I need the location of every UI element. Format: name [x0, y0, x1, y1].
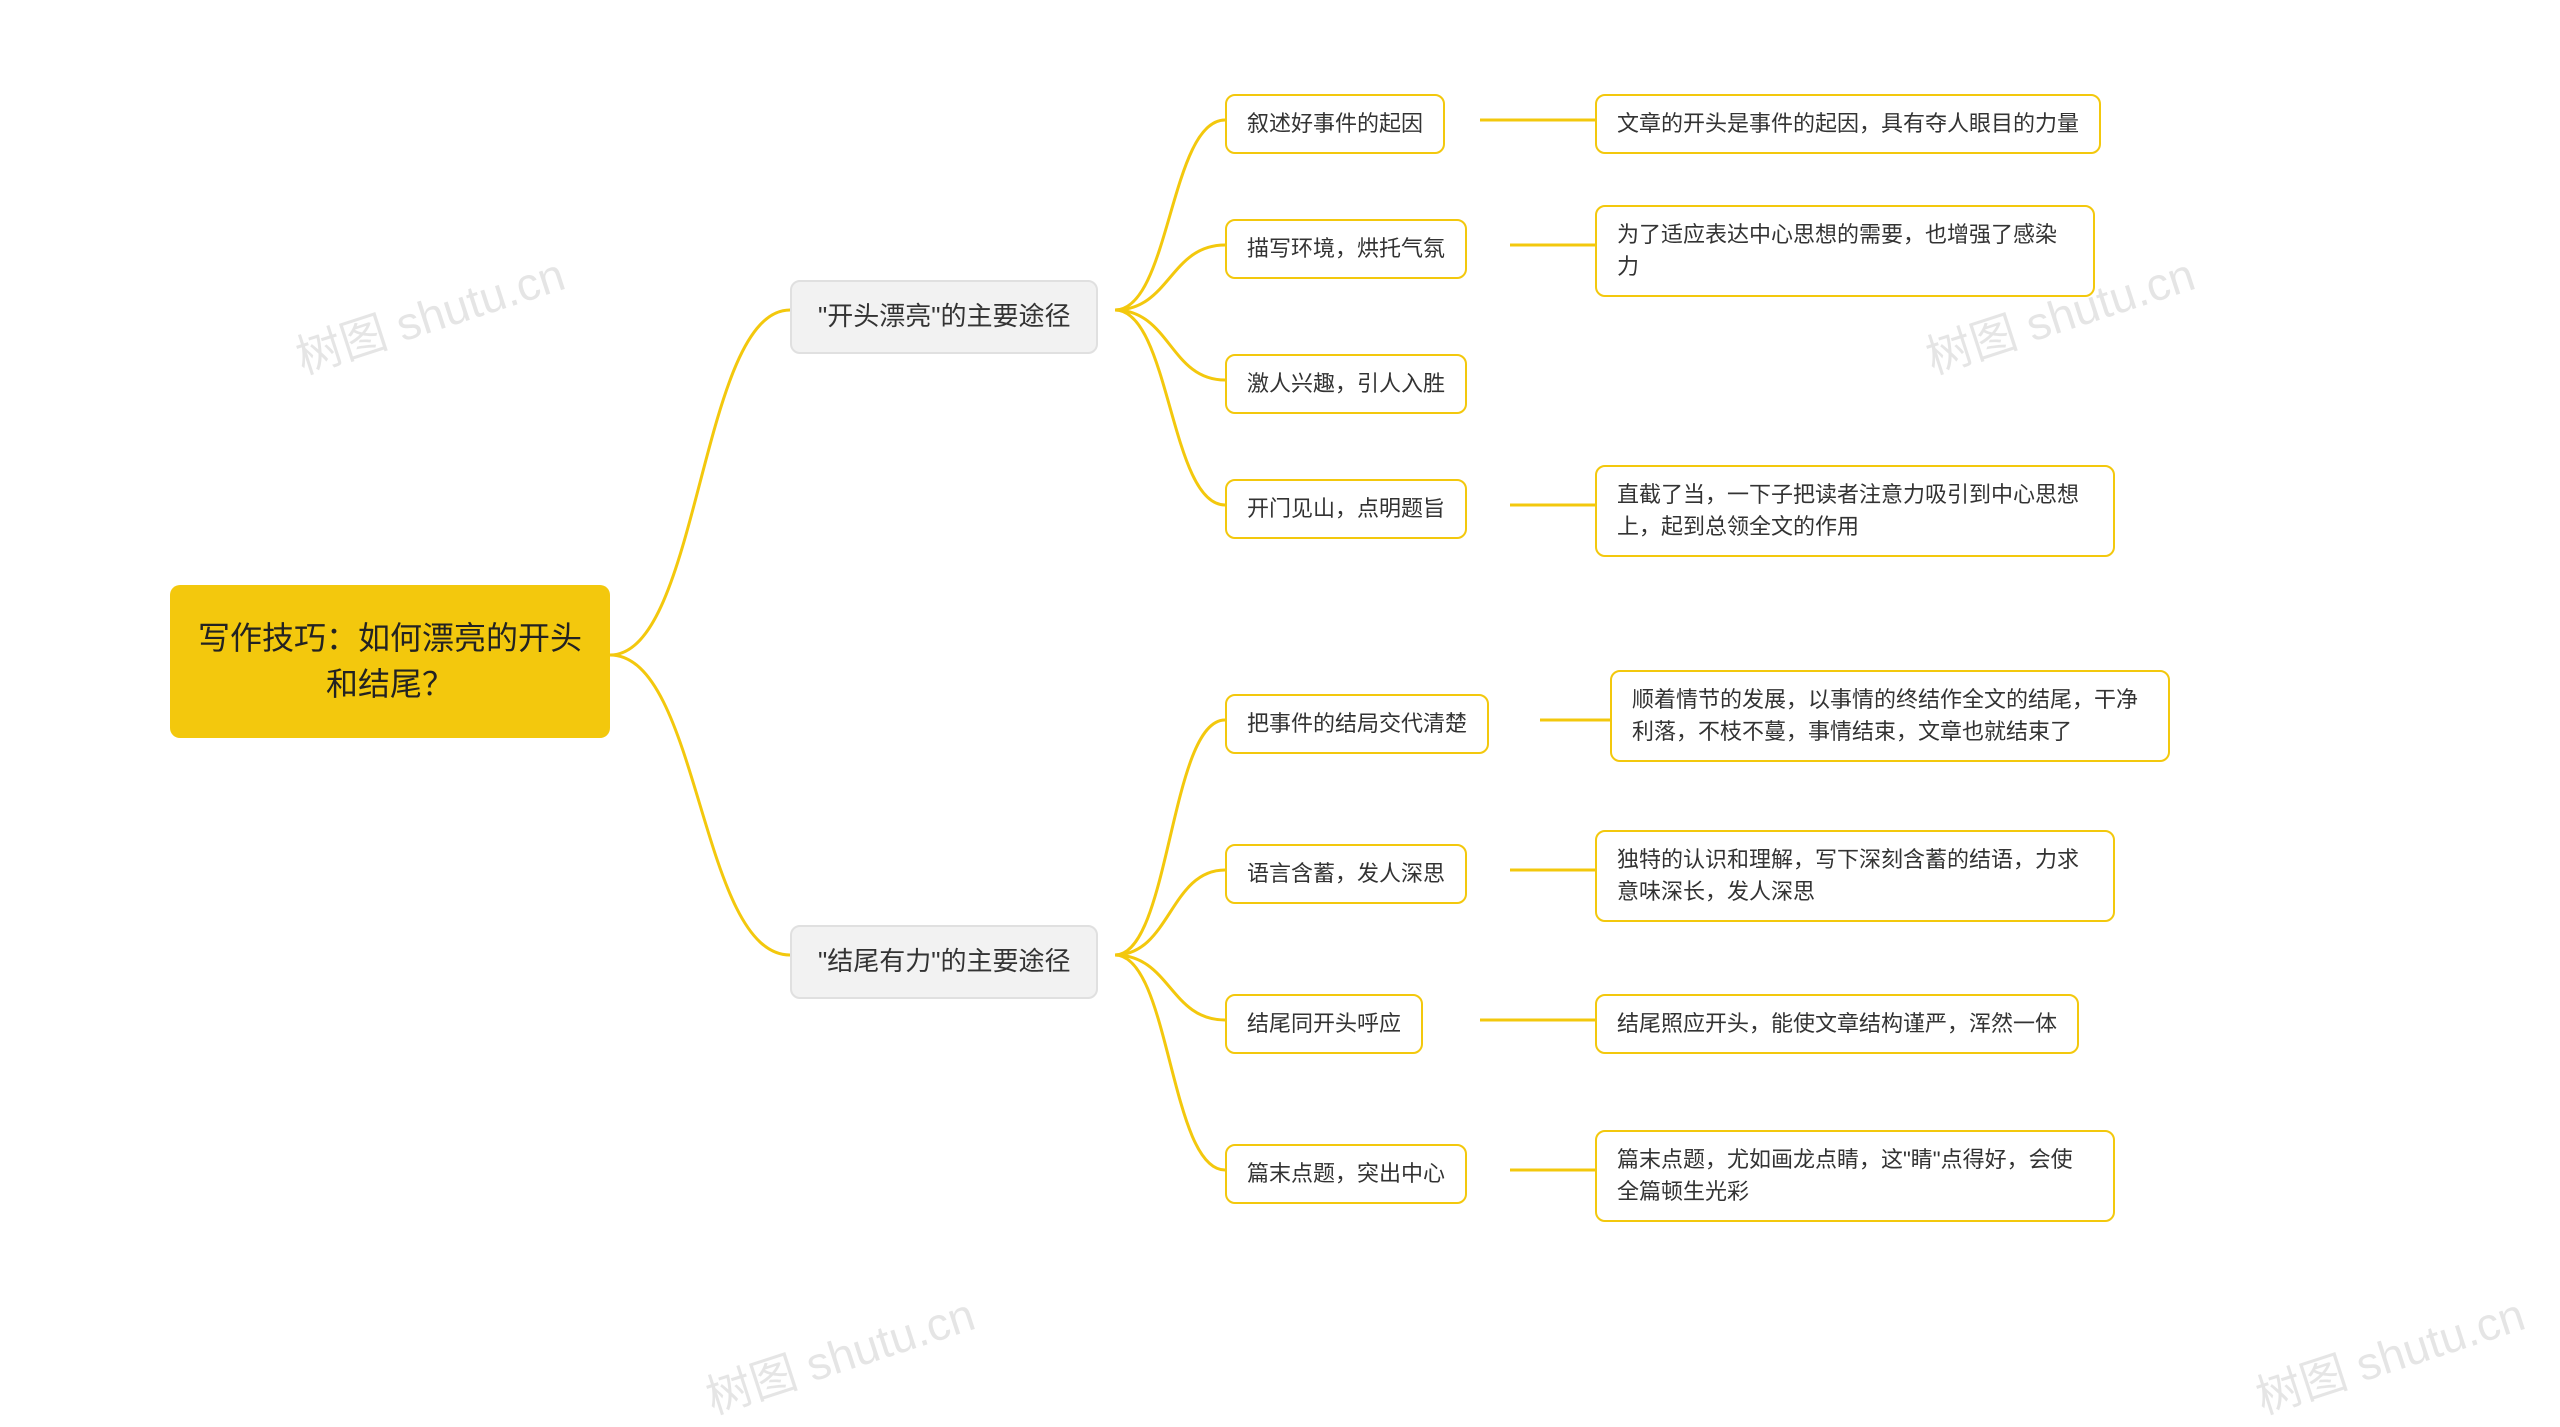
leaf-opening-0: 叙述好事件的起因 [1225, 94, 1445, 154]
leaf-ending-1: 语言含蓄，发人深思 [1225, 844, 1467, 904]
leaf-ending-0: 把事件的结局交代清楚 [1225, 694, 1489, 754]
leaf-opening-3: 开门见山，点明题旨 [1225, 479, 1467, 539]
leaf-ending-2-detail: 结尾照应开头，能使文章结构谨严，浑然一体 [1595, 994, 2079, 1054]
watermark: 树图 shutu.cn [287, 239, 572, 388]
leaf-ending-2: 结尾同开头呼应 [1225, 994, 1423, 1054]
leaf-label: 把事件的结局交代清楚 [1247, 708, 1467, 740]
root-node: 写作技巧：如何漂亮的开头和结尾？ [170, 585, 610, 738]
leaf-detail: 直截了当，一下子把读者注意力吸引到中心思想上，起到总领全文的作用 [1617, 479, 2093, 543]
leaf-label: 开门见山，点明题旨 [1247, 493, 1445, 525]
leaf-label: 语言含蓄，发人深思 [1247, 858, 1445, 890]
leaf-label: 描写环境，烘托气氛 [1247, 233, 1445, 265]
branch-label: "结尾有力"的主要途径 [818, 943, 1070, 981]
leaf-opening-1: 描写环境，烘托气氛 [1225, 219, 1467, 279]
leaf-label: 叙述好事件的起因 [1247, 108, 1423, 140]
leaf-detail: 文章的开头是事件的起因，具有夺人眼目的力量 [1617, 108, 2079, 140]
leaf-detail: 独特的认识和理解，写下深刻含蓄的结语，力求意味深长，发人深思 [1617, 844, 2093, 908]
leaf-ending-0-detail: 顺着情节的发展，以事情的终结作全文的结尾，干净利落，不枝不蔓，事情结束，文章也就… [1610, 670, 2170, 762]
branch-ending: "结尾有力"的主要途径 [790, 925, 1098, 999]
leaf-opening-2: 激人兴趣，引人入胜 [1225, 354, 1467, 414]
branch-opening: "开头漂亮"的主要途径 [790, 280, 1098, 354]
leaf-opening-0-detail: 文章的开头是事件的起因，具有夺人眼目的力量 [1595, 94, 2101, 154]
leaf-opening-3-detail: 直截了当，一下子把读者注意力吸引到中心思想上，起到总领全文的作用 [1595, 465, 2115, 557]
leaf-detail: 结尾照应开头，能使文章结构谨严，浑然一体 [1617, 1008, 2057, 1040]
leaf-label: 激人兴趣，引人入胜 [1247, 368, 1445, 400]
watermark: 树图 shutu.cn [2247, 1279, 2532, 1427]
leaf-label: 篇末点题，突出中心 [1247, 1158, 1445, 1190]
leaf-label: 结尾同开头呼应 [1247, 1008, 1401, 1040]
branch-label: "开头漂亮"的主要途径 [818, 298, 1070, 336]
leaf-detail: 为了适应表达中心思想的需要，也增强了感染力 [1617, 219, 2073, 283]
leaf-detail: 顺着情节的发展，以事情的终结作全文的结尾，干净利落，不枝不蔓，事情结束，文章也就… [1632, 684, 2148, 748]
root-label: 写作技巧：如何漂亮的开头和结尾？ [198, 615, 582, 708]
mindmap-canvas: 写作技巧：如何漂亮的开头和结尾？ "开头漂亮"的主要途径 叙述好事件的起因 文章… [0, 0, 2560, 1382]
leaf-ending-1-detail: 独特的认识和理解，写下深刻含蓄的结语，力求意味深长，发人深思 [1595, 830, 2115, 922]
leaf-ending-3-detail: 篇末点题，尤如画龙点睛，这"睛"点得好，会使全篇顿生光彩 [1595, 1130, 2115, 1222]
leaf-ending-3: 篇末点题，突出中心 [1225, 1144, 1467, 1204]
leaf-detail: 篇末点题，尤如画龙点睛，这"睛"点得好，会使全篇顿生光彩 [1617, 1144, 2093, 1208]
leaf-opening-1-detail: 为了适应表达中心思想的需要，也增强了感染力 [1595, 205, 2095, 297]
watermark: 树图 shutu.cn [697, 1279, 982, 1427]
